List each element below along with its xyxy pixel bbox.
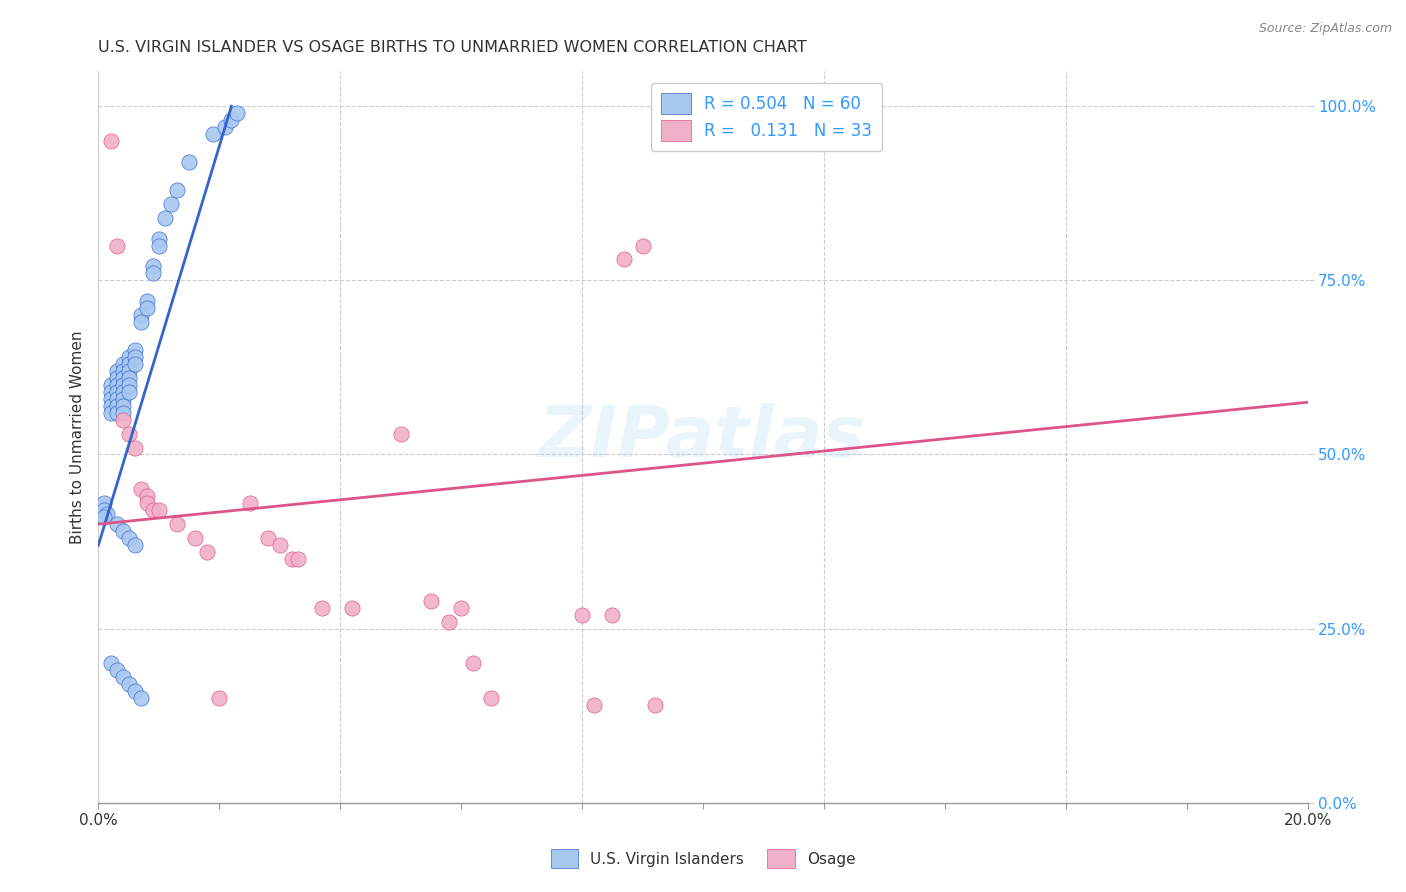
Legend: U.S. Virgin Islanders, Osage: U.S. Virgin Islanders, Osage [544,843,862,874]
Point [195,545,218,559]
Point [226,106,249,120]
Point [118,531,141,545]
Point [105,517,128,532]
Point [100,392,122,406]
Point [166,183,188,197]
Text: ZIPatlas: ZIPatlas [540,402,866,472]
Point [166,517,188,532]
Point [583,698,606,713]
Point [105,392,128,406]
Point [214,120,236,134]
Point [105,364,128,378]
Point [93,496,115,510]
Point [124,538,146,552]
Point [202,127,225,141]
Point [571,607,593,622]
Point [184,531,207,545]
Point [100,384,122,399]
Point [124,684,146,698]
Point [124,357,146,371]
Point [111,524,134,538]
Text: Source: ZipAtlas.com: Source: ZipAtlas.com [1258,22,1392,36]
Point [153,211,176,225]
Point [129,315,152,329]
Point [111,412,134,426]
Point [389,426,412,441]
Point [118,377,141,392]
Point [221,113,243,128]
Point [93,503,115,517]
Point [135,489,157,503]
Point [105,664,128,678]
Point [118,677,141,691]
Point [437,615,460,629]
Y-axis label: Births to Unmarried Women: Births to Unmarried Women [69,330,84,544]
Point [148,231,170,245]
Point [100,377,122,392]
Point [269,538,291,552]
Point [160,196,183,211]
Point [287,552,309,566]
Point [135,294,157,309]
Point [105,406,128,420]
Point [644,698,666,713]
Point [111,371,134,385]
Point [100,399,122,413]
Point [111,392,134,406]
Point [118,371,141,385]
Text: U.S. VIRGIN ISLANDER VS OSAGE BIRTHS TO UNMARRIED WOMEN CORRELATION CHART: U.S. VIRGIN ISLANDER VS OSAGE BIRTHS TO … [98,40,807,55]
Point [111,406,134,420]
Point [124,343,146,357]
Point [111,377,134,392]
Point [111,399,134,413]
Point [129,691,152,706]
Point [111,357,134,371]
Point [311,600,333,615]
Point [239,496,262,510]
Point [281,552,304,566]
Point [142,260,165,274]
Point [135,496,157,510]
Point [105,371,128,385]
Point [96,507,118,521]
Point [111,670,134,684]
Point [142,266,165,280]
Point [124,350,146,364]
Point [111,384,134,399]
Point [100,406,122,420]
Point [602,607,624,622]
Point [631,238,654,252]
Point [135,301,157,316]
Point [256,531,278,545]
Point [177,155,201,169]
Point [111,364,134,378]
Point [118,350,141,364]
Point [118,364,141,378]
Point [342,600,364,615]
Point [148,238,170,252]
Point [118,426,141,441]
Point [463,657,485,671]
Point [93,510,115,524]
Point [129,483,152,497]
Point [100,134,122,148]
Legend: R = 0.504   N = 60, R =   0.131   N = 33: R = 0.504 N = 60, R = 0.131 N = 33 [651,83,882,151]
Point [129,308,152,322]
Point [105,384,128,399]
Point [118,384,141,399]
Point [105,399,128,413]
Point [481,691,503,706]
Point [208,691,231,706]
Point [100,657,122,671]
Point [142,503,165,517]
Point [419,594,441,608]
Point [148,503,170,517]
Point [105,377,128,392]
Point [450,600,472,615]
Point [118,357,141,371]
Point [124,441,146,455]
Point [105,238,128,252]
Point [613,252,636,267]
Point [90,500,112,514]
